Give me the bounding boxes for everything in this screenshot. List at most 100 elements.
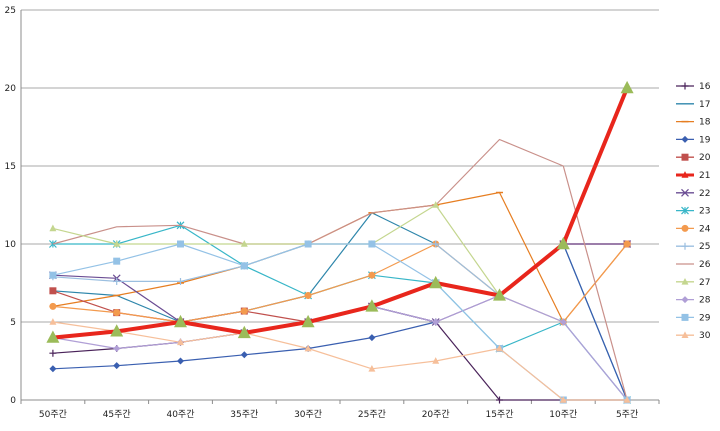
- legend-label: 23: [699, 207, 710, 217]
- x-tick-label: 15주간: [485, 409, 513, 420]
- legend-item: 19: [676, 135, 711, 145]
- series-marker: [49, 271, 57, 279]
- series-marker: [681, 153, 689, 161]
- legend-item: 17: [676, 100, 710, 110]
- series-marker: [620, 80, 634, 94]
- series-marker: [177, 338, 184, 346]
- legend-item: 18: [676, 118, 711, 128]
- series-line-21: [52, 87, 629, 340]
- series-marker: [623, 240, 631, 248]
- series-marker: [177, 277, 184, 285]
- series-marker: [113, 277, 121, 285]
- series-marker: [368, 240, 376, 248]
- series-marker: [113, 257, 121, 265]
- y-tick-label: 10: [5, 240, 17, 250]
- series-marker: [240, 307, 248, 315]
- series-marker: [113, 309, 121, 317]
- y-tick-label: 15: [5, 162, 16, 172]
- series-marker: [681, 313, 689, 321]
- x-tick-label: 20주간: [422, 409, 450, 420]
- series-marker: [432, 201, 440, 208]
- series-line-26: [52, 138, 628, 401]
- x-tick-label: 5주간: [616, 409, 638, 420]
- series-marker: [681, 206, 689, 215]
- legend-item: 28: [676, 296, 711, 306]
- series-marker: [681, 171, 689, 178]
- y-tick-label: 5: [10, 318, 16, 328]
- series-marker: [304, 240, 312, 248]
- y-tick-label: 20: [5, 84, 17, 94]
- legend-label: 28: [699, 296, 711, 306]
- legend-item: 16: [676, 82, 711, 92]
- x-tick-label: 50주간: [39, 409, 67, 420]
- legend-label: 26: [699, 260, 711, 270]
- x-tick-label: 40주간: [166, 409, 194, 420]
- series-marker: [681, 82, 689, 90]
- series-marker: [304, 291, 312, 299]
- series-marker: [368, 334, 376, 342]
- series-21: [46, 80, 634, 343]
- legend-item: 27: [676, 278, 710, 288]
- x-tick-label: 45주간: [103, 409, 131, 420]
- series-marker: [174, 314, 187, 328]
- series-marker: [301, 314, 315, 328]
- series-marker: [368, 271, 376, 279]
- legend-label: 16: [699, 82, 711, 92]
- series-marker: [559, 318, 567, 326]
- series-marker: [240, 351, 248, 359]
- series-marker: [49, 224, 57, 232]
- series-layer: [46, 80, 634, 404]
- series-marker: [681, 277, 689, 285]
- series-marker: [681, 331, 689, 338]
- series-marker: [368, 364, 376, 372]
- x-tick-label: 30주간: [294, 409, 322, 420]
- series-marker: [432, 240, 440, 248]
- y-axis: 0 5 10 15 20 25: [5, 6, 22, 406]
- series-marker: [681, 224, 689, 232]
- legend-item: 23: [676, 207, 710, 217]
- legend-item: 24: [676, 224, 711, 234]
- legend-label: 21: [699, 171, 710, 181]
- legend-label: 24: [699, 224, 711, 234]
- series-marker: [240, 240, 248, 247]
- series-marker: [556, 236, 570, 250]
- legend-label: 18: [699, 118, 711, 128]
- legend-label: 22: [699, 189, 710, 199]
- series-marker: [681, 242, 689, 250]
- series-marker: [432, 357, 440, 364]
- series-marker: [493, 288, 506, 301]
- y-tick-label: 25: [5, 6, 16, 16]
- series-marker: [49, 349, 57, 357]
- y-tick-label: 0: [10, 396, 16, 406]
- legend-label: 19: [699, 135, 711, 145]
- series-marker: [559, 396, 567, 403]
- series-marker: [49, 365, 57, 373]
- x-tick-label: 10주간: [549, 409, 577, 420]
- series-30: [49, 318, 631, 403]
- x-tick-label: 25주간: [358, 409, 386, 420]
- legend-label: 27: [699, 278, 710, 288]
- legend-item: 21: [676, 171, 710, 181]
- series-26: [52, 138, 628, 401]
- legend-item: 30: [676, 331, 711, 341]
- series-marker: [237, 325, 251, 339]
- legend-label: 25: [699, 242, 710, 252]
- legend-label: 30: [699, 331, 711, 341]
- series-marker: [432, 318, 440, 326]
- series-line-30: [52, 321, 628, 401]
- series-marker: [49, 318, 57, 325]
- series-marker: [177, 240, 184, 248]
- series-marker: [681, 135, 689, 143]
- legend-item: 29: [676, 313, 711, 323]
- series-marker: [681, 296, 689, 304]
- legend-item: 22: [676, 189, 710, 199]
- series-marker: [49, 302, 57, 310]
- series-marker: [240, 262, 248, 270]
- x-axis: 50주간 45주간 40주간 35주간 30주간 25주간 20주간 15주간 10주간 5주간: [20, 399, 660, 420]
- legend-item: 25: [676, 242, 710, 252]
- legend-item: 26: [676, 260, 711, 270]
- series-marker: [177, 357, 184, 365]
- series-marker: [623, 396, 631, 403]
